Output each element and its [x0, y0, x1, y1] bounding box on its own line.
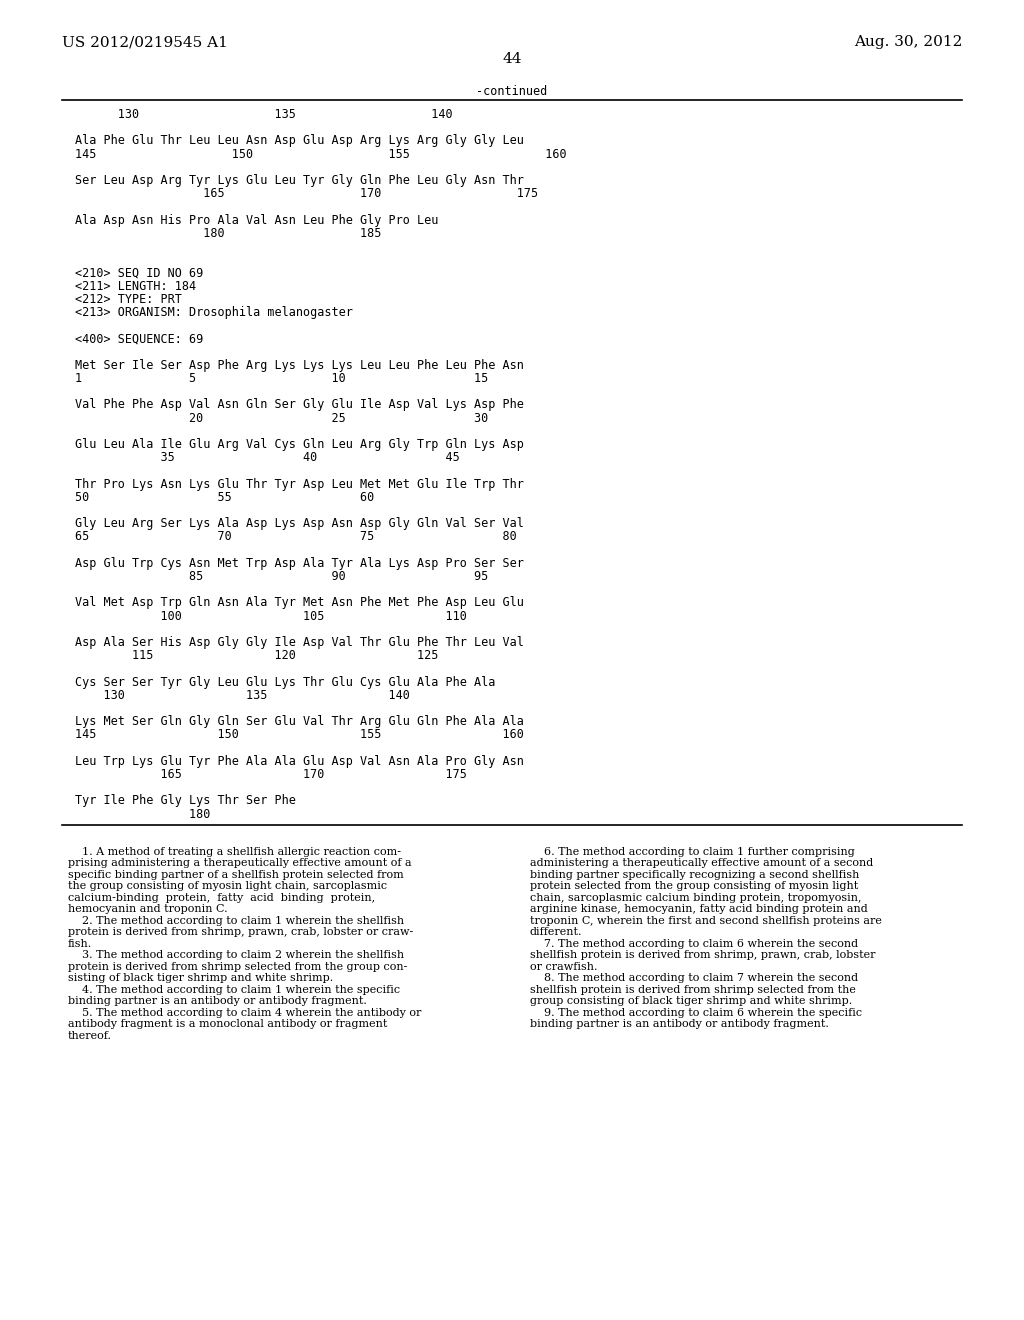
Text: 6. The method according to claim 1 further comprising: 6. The method according to claim 1 furth… [530, 847, 855, 857]
Text: 115                 120                 125: 115 120 125 [75, 649, 438, 663]
Text: 3. The method according to claim 2 wherein the shellfish: 3. The method according to claim 2 where… [68, 950, 404, 961]
Text: 8. The method according to claim 7 wherein the second: 8. The method according to claim 7 where… [530, 973, 858, 983]
Text: shellfish protein is derived from shrimp selected from the: shellfish protein is derived from shrimp… [530, 985, 856, 995]
Text: protein selected from the group consisting of myosin light: protein selected from the group consisti… [530, 882, 858, 891]
Text: 35                  40                  45: 35 40 45 [75, 451, 460, 465]
Text: group consisting of black tiger shrimp and white shrimp.: group consisting of black tiger shrimp a… [530, 997, 852, 1006]
Text: administering a therapeutically effective amount of a second: administering a therapeutically effectiv… [530, 858, 873, 869]
Text: 50                  55                  60: 50 55 60 [75, 491, 374, 504]
Text: the group consisting of myosin light chain, sarcoplasmic: the group consisting of myosin light cha… [68, 882, 387, 891]
Text: different.: different. [530, 928, 583, 937]
Text: troponin C, wherein the first and second shellfish proteins are: troponin C, wherein the first and second… [530, 916, 882, 925]
Text: Tyr Ile Phe Gly Lys Thr Ser Phe: Tyr Ile Phe Gly Lys Thr Ser Phe [75, 795, 296, 808]
Text: calcium-binding  protein,  fatty  acid  binding  protein,: calcium-binding protein, fatty acid bind… [68, 892, 375, 903]
Text: Asp Glu Trp Cys Asn Met Trp Asp Ala Tyr Ala Lys Asp Pro Ser Ser: Asp Glu Trp Cys Asn Met Trp Asp Ala Tyr … [75, 557, 524, 570]
Text: <400> SEQUENCE: 69: <400> SEQUENCE: 69 [75, 333, 203, 346]
Text: US 2012/0219545 A1: US 2012/0219545 A1 [62, 36, 228, 49]
Text: 165                   170                   175: 165 170 175 [75, 187, 539, 201]
Text: 165                 170                 175: 165 170 175 [75, 768, 467, 781]
Text: shellfish protein is derived from shrimp, prawn, crab, lobster: shellfish protein is derived from shrimp… [530, 950, 876, 961]
Text: binding partner is an antibody or antibody fragment.: binding partner is an antibody or antibo… [68, 997, 367, 1006]
Text: Val Phe Phe Asp Val Asn Gln Ser Gly Glu Ile Asp Val Lys Asp Phe: Val Phe Phe Asp Val Asn Gln Ser Gly Glu … [75, 399, 524, 412]
Text: prising administering a therapeutically effective amount of a: prising administering a therapeutically … [68, 858, 412, 869]
Text: Ser Leu Asp Arg Tyr Lys Glu Leu Tyr Gly Gln Phe Leu Gly Asn Thr: Ser Leu Asp Arg Tyr Lys Glu Leu Tyr Gly … [75, 174, 524, 187]
Text: antibody fragment is a monoclonal antibody or fragment: antibody fragment is a monoclonal antibo… [68, 1019, 387, 1030]
Text: or crawfish.: or crawfish. [530, 962, 597, 972]
Text: 1               5                   10                  15: 1 5 10 15 [75, 372, 488, 385]
Text: specific binding partner of a shellfish protein selected from: specific binding partner of a shellfish … [68, 870, 403, 880]
Text: 130                   135                   140: 130 135 140 [75, 108, 453, 121]
Text: 4. The method according to claim 1 wherein the specific: 4. The method according to claim 1 where… [68, 985, 400, 995]
Text: Leu Trp Lys Glu Tyr Phe Ala Ala Glu Asp Val Asn Ala Pro Gly Asn: Leu Trp Lys Glu Tyr Phe Ala Ala Glu Asp … [75, 755, 524, 768]
Text: Met Ser Ile Ser Asp Phe Arg Lys Lys Lys Leu Leu Phe Leu Phe Asn: Met Ser Ile Ser Asp Phe Arg Lys Lys Lys … [75, 359, 524, 372]
Text: chain, sarcoplasmic calcium binding protein, tropomyosin,: chain, sarcoplasmic calcium binding prot… [530, 892, 861, 903]
Text: arginine kinase, hemocyanin, fatty acid binding protein and: arginine kinase, hemocyanin, fatty acid … [530, 904, 867, 915]
Text: fish.: fish. [68, 939, 92, 949]
Text: binding partner is an antibody or antibody fragment.: binding partner is an antibody or antibo… [530, 1019, 828, 1030]
Text: Gly Leu Arg Ser Lys Ala Asp Lys Asp Asn Asp Gly Gln Val Ser Val: Gly Leu Arg Ser Lys Ala Asp Lys Asp Asn … [75, 517, 524, 531]
Text: Glu Leu Ala Ile Glu Arg Val Cys Gln Leu Arg Gly Trp Gln Lys Asp: Glu Leu Ala Ile Glu Arg Val Cys Gln Leu … [75, 438, 524, 451]
Text: protein is derived from shrimp selected from the group con-: protein is derived from shrimp selected … [68, 962, 408, 972]
Text: Asp Ala Ser His Asp Gly Gly Ile Asp Val Thr Glu Phe Thr Leu Val: Asp Ala Ser His Asp Gly Gly Ile Asp Val … [75, 636, 524, 649]
Text: Ala Phe Glu Thr Leu Leu Asn Asp Glu Asp Arg Lys Arg Gly Gly Leu: Ala Phe Glu Thr Leu Leu Asn Asp Glu Asp … [75, 135, 524, 148]
Text: Aug. 30, 2012: Aug. 30, 2012 [854, 36, 962, 49]
Text: 9. The method according to claim 6 wherein the specific: 9. The method according to claim 6 where… [530, 1007, 862, 1018]
Text: 44: 44 [502, 51, 522, 66]
Text: 20                  25                  30: 20 25 30 [75, 412, 488, 425]
Text: -continued: -continued [476, 84, 548, 98]
Text: binding partner specifically recognizing a second shellfish: binding partner specifically recognizing… [530, 870, 859, 880]
Text: 85                  90                  95: 85 90 95 [75, 570, 488, 583]
Text: 100                 105                 110: 100 105 110 [75, 610, 467, 623]
Text: Cys Ser Ser Tyr Gly Leu Glu Lys Thr Glu Cys Glu Ala Phe Ala: Cys Ser Ser Tyr Gly Leu Glu Lys Thr Glu … [75, 676, 496, 689]
Text: 145                 150                 155                 160: 145 150 155 160 [75, 729, 524, 742]
Text: 145                   150                   155                   160: 145 150 155 160 [75, 148, 566, 161]
Text: 5. The method according to claim 4 wherein the antibody or: 5. The method according to claim 4 where… [68, 1007, 421, 1018]
Text: thereof.: thereof. [68, 1031, 112, 1040]
Text: <211> LENGTH: 184: <211> LENGTH: 184 [75, 280, 197, 293]
Text: <210> SEQ ID NO 69: <210> SEQ ID NO 69 [75, 267, 203, 280]
Text: hemocyanin and troponin C.: hemocyanin and troponin C. [68, 904, 227, 915]
Text: Val Met Asp Trp Gln Asn Ala Tyr Met Asn Phe Met Phe Asp Leu Glu: Val Met Asp Trp Gln Asn Ala Tyr Met Asn … [75, 597, 524, 610]
Text: <212> TYPE: PRT: <212> TYPE: PRT [75, 293, 182, 306]
Text: Lys Met Ser Gln Gly Gln Ser Glu Val Thr Arg Glu Gln Phe Ala Ala: Lys Met Ser Gln Gly Gln Ser Glu Val Thr … [75, 715, 524, 729]
Text: Thr Pro Lys Asn Lys Glu Thr Tyr Asp Leu Met Met Glu Ile Trp Thr: Thr Pro Lys Asn Lys Glu Thr Tyr Asp Leu … [75, 478, 524, 491]
Text: 180                   185: 180 185 [75, 227, 381, 240]
Text: 7. The method according to claim 6 wherein the second: 7. The method according to claim 6 where… [530, 939, 858, 949]
Text: 2. The method according to claim 1 wherein the shellfish: 2. The method according to claim 1 where… [68, 916, 404, 925]
Text: protein is derived from shrimp, prawn, crab, lobster or craw-: protein is derived from shrimp, prawn, c… [68, 928, 414, 937]
Text: 180: 180 [75, 808, 210, 821]
Text: <213> ORGANISM: Drosophila melanogaster: <213> ORGANISM: Drosophila melanogaster [75, 306, 353, 319]
Text: Ala Asp Asn His Pro Ala Val Asn Leu Phe Gly Pro Leu: Ala Asp Asn His Pro Ala Val Asn Leu Phe … [75, 214, 438, 227]
Text: sisting of black tiger shrimp and white shrimp.: sisting of black tiger shrimp and white … [68, 973, 333, 983]
Text: 1. A method of treating a shellfish allergic reaction com-: 1. A method of treating a shellfish alle… [68, 847, 401, 857]
Text: 65                  70                  75                  80: 65 70 75 80 [75, 531, 517, 544]
Text: 130                 135                 140: 130 135 140 [75, 689, 410, 702]
